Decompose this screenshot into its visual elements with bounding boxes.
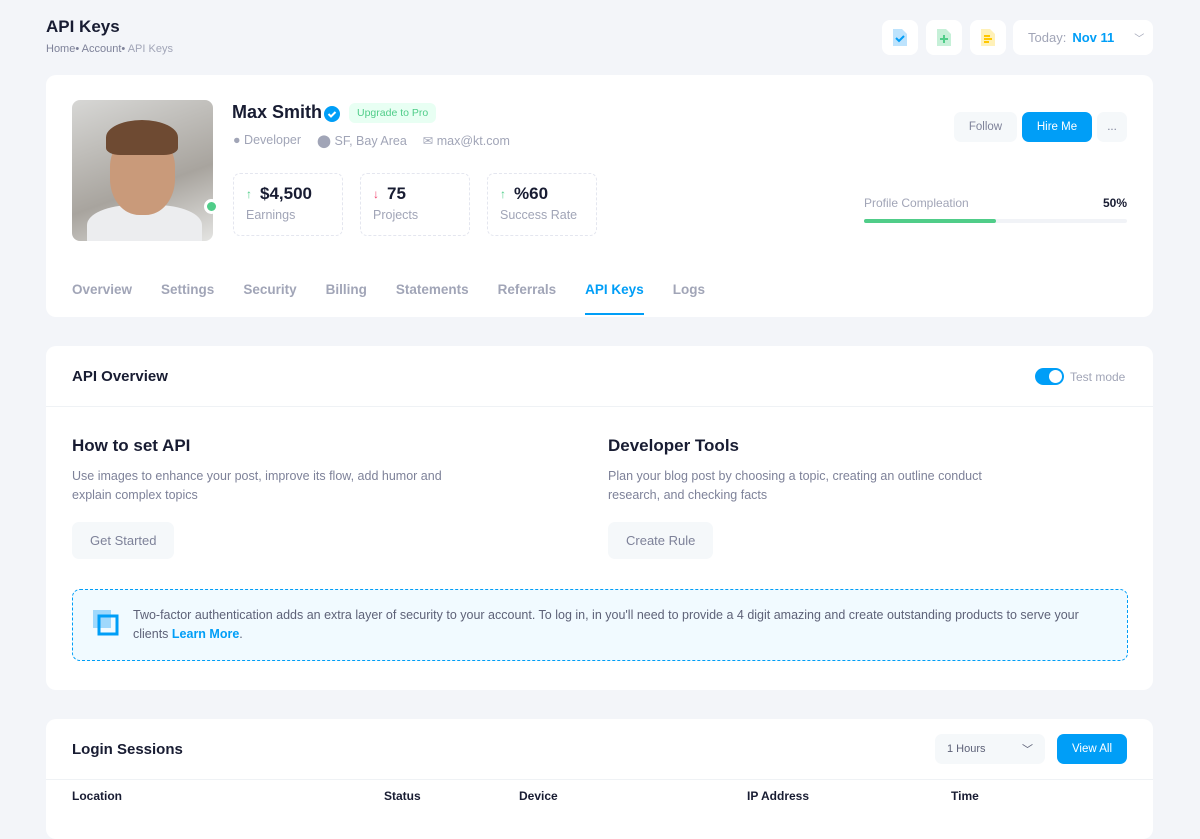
completion-bar	[864, 219, 1127, 223]
divider	[46, 779, 1153, 780]
file-add-button[interactable]	[926, 20, 962, 55]
breadcrumb-current: API Keys	[127, 43, 173, 55]
column-header-location[interactable]: Location	[72, 789, 122, 803]
developer-tools-text: Plan your blog post by choosing a topic,…	[608, 469, 982, 502]
date-picker[interactable]: Today: Nov 11 ﹀	[1013, 20, 1153, 55]
date-value: Nov 11	[1072, 30, 1115, 45]
developer-tools-title: Developer Tools	[608, 436, 739, 455]
tab-statements[interactable]: Statements	[395, 282, 469, 297]
chevron-down-icon: ﹀	[1134, 34, 1145, 45]
arrow-down-icon: ↓	[373, 187, 379, 201]
profile-name[interactable]: Max Smith	[232, 102, 323, 122]
arrow-up-icon: ↑	[246, 187, 252, 201]
tab-logs[interactable]: Logs	[672, 282, 705, 297]
breadcrumb: Home• Account• API Keys	[46, 43, 173, 55]
column-header-device[interactable]: Device	[519, 789, 558, 803]
role[interactable]: ● Developer	[233, 133, 302, 147]
file-text-icon	[981, 29, 995, 46]
date-label: Today:	[1028, 30, 1067, 45]
profile-tabs: Overview Settings Security Billing Statement…	[72, 282, 705, 315]
location-pin-icon: ⬤	[317, 134, 332, 148]
file-check-button[interactable]	[882, 20, 918, 55]
two-factor-notice: Two-factor authentication adds an extra …	[72, 589, 1128, 661]
breadcrumb-home[interactable]: Home	[46, 43, 76, 55]
tab-billing[interactable]: Billing	[325, 282, 367, 297]
get-started-button[interactable]: Get Started	[72, 522, 175, 559]
stat-earnings: ↑ $4,500 Earnings	[233, 173, 343, 236]
column-header-time[interactable]: Time	[951, 789, 979, 803]
how-to-set-api-title: How to set API	[72, 436, 191, 455]
profile-meta: ● Developer ⬤ SF, Bay Area ✉ max@kt.com	[233, 133, 510, 148]
arrow-up-icon: ↑	[500, 187, 506, 201]
envelope-icon: ✉	[422, 134, 434, 148]
how-to-set-api-text: Use images to enhance your post, improve…	[72, 469, 442, 502]
location[interactable]: ⬤ SF, Bay Area	[317, 134, 407, 148]
online-status-dot	[204, 199, 219, 214]
follow-button[interactable]: Follow	[954, 112, 1017, 142]
copy-icon	[93, 610, 119, 636]
view-all-button[interactable]: View All	[1057, 734, 1127, 764]
completion-bar-fill	[864, 219, 996, 223]
more-options-button[interactable]: ...	[1097, 112, 1127, 142]
login-sessions-title: Login Sessions	[72, 741, 183, 758]
divider	[46, 406, 1153, 407]
api-overview-title: API Overview	[72, 368, 168, 385]
hire-me-button[interactable]: Hire Me	[1022, 112, 1092, 142]
tab-settings[interactable]: Settings	[161, 282, 215, 297]
file-add-icon	[937, 29, 951, 46]
learn-more-link[interactable]: Learn More	[171, 627, 240, 641]
tab-referrals[interactable]: Referrals	[497, 282, 557, 297]
column-header-status[interactable]: Status	[384, 789, 421, 803]
tab-api-keys[interactable]: API Keys	[585, 282, 644, 315]
file-text-button[interactable]	[970, 20, 1006, 55]
api-overview-card: API Overview Test mode How to set API Us…	[46, 346, 1153, 690]
login-sessions-card: Login Sessions 1 Hours ﹀ View All Locatio…	[46, 719, 1153, 839]
tab-overview[interactable]: Overview	[72, 282, 133, 297]
column-header-ip-address[interactable]: IP Address	[747, 789, 810, 803]
chevron-down-icon: ﹀	[1022, 744, 1033, 756]
create-rule-button[interactable]: Create Rule	[608, 522, 714, 559]
tab-security[interactable]: Security	[243, 282, 297, 297]
avatar	[72, 100, 213, 241]
stat-success-rate: ↑ %60 Success Rate	[487, 173, 597, 236]
page-title: API Keys	[46, 17, 120, 36]
breadcrumb-account[interactable]: Account	[81, 43, 122, 55]
stat-projects: ↓ 75 Projects	[360, 173, 470, 236]
user-icon: ●	[233, 133, 241, 147]
profile-completion: Profile Compleation 50%	[864, 196, 1127, 223]
upgrade-badge[interactable]: Upgrade to Pro	[349, 103, 437, 123]
profile-card: Max Smith Upgrade to Pro ● Developer ⬤ S…	[46, 75, 1153, 317]
email[interactable]: ✉ max@kt.com	[422, 134, 510, 148]
time-filter-select[interactable]: 1 Hours ﹀	[935, 734, 1045, 764]
test-mode-toggle[interactable]	[1035, 368, 1064, 385]
verified-icon	[324, 106, 340, 122]
file-check-icon	[893, 29, 907, 46]
test-mode-label: Test mode	[1070, 370, 1126, 384]
